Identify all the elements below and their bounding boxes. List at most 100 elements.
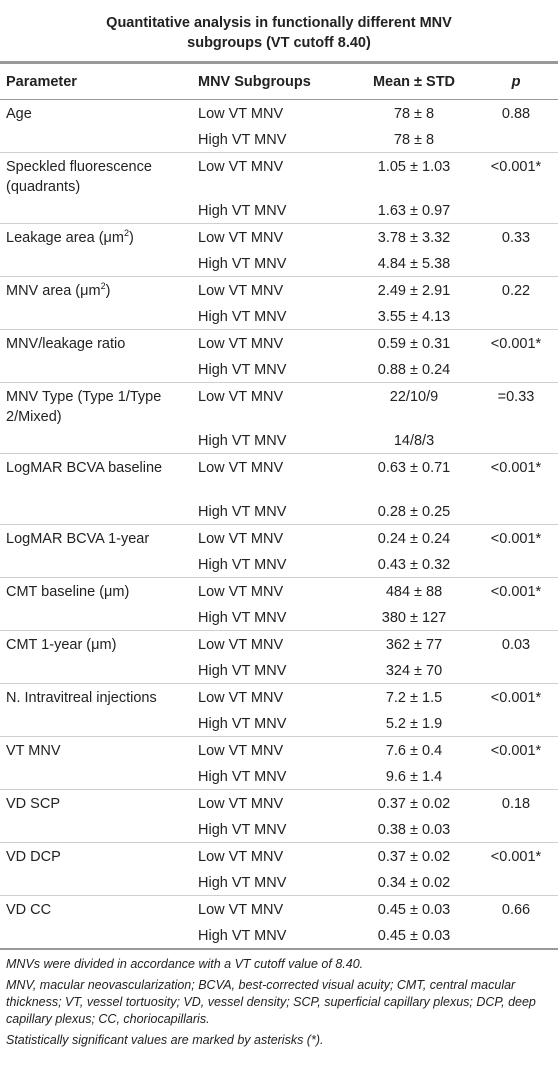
parameter-label: Leakage area (μm [6, 230, 124, 246]
subgroup-low: Low VT MNV [198, 159, 284, 175]
subgroup-high: High VT MNV [196, 427, 354, 454]
table-row: MNV area (μm2) Low VT MNV 2.49 ± 2.91 0.22 [0, 276, 558, 330]
parameter-cell: N. Intravitreal injections [0, 683, 196, 737]
table-row: Age Low VT MNV 78 ± 8 0.88 [0, 99, 558, 153]
subgroup-high: High VT MNV [196, 604, 354, 631]
table-row: VD DCP Low VT MNV 0.37 ± 0.02 <0.001* [0, 842, 558, 896]
parameter-label: Speckled fluorescence (quadrants) [6, 159, 152, 195]
mean-low: 0.24 ± 0.24 [377, 531, 451, 547]
subgroup-low: Low VT MNV [198, 584, 284, 600]
table-row: N. Intravitreal injections Low VT MNV 7.2 … [0, 683, 558, 737]
subgroup-high: High VT MNV [196, 197, 354, 224]
bottom-rule [0, 948, 558, 950]
mean-high: 380 ± 127 [354, 604, 474, 631]
parameter-label-end: ) [129, 230, 134, 246]
parameter-label: Age [6, 106, 32, 122]
parameter-cell: MNV area (μm2) [0, 276, 196, 330]
subgroup-high: High VT MNV [196, 498, 354, 525]
subgroup-low: Low VT MNV [198, 637, 284, 653]
table-row: High VT MNV 5.2 ± 1.9 [0, 710, 558, 737]
table-row: High VT MNV 4.84 ± 5.38 [0, 250, 558, 277]
parameter-label: MNV area (μm [6, 283, 101, 299]
parameter-label: VD CC [6, 902, 52, 918]
table-row: CMT baseline (μm) Low VT MNV 484 ± 88 <0.00… [0, 577, 558, 631]
subgroup-low: Low VT MNV [198, 460, 284, 476]
table-row: High VT MNV 0.45 ± 0.03 [0, 922, 558, 948]
table-row: MNV/leakage ratio Low VT MNV 0.59 ± 0.31 <0… [0, 329, 558, 383]
mean-high: 0.43 ± 0.32 [354, 551, 474, 578]
caption-line-2: subgroups (VT cutoff 8.40) [187, 35, 371, 51]
subgroup-high: High VT MNV [196, 356, 354, 383]
mean-high: 4.84 ± 5.38 [354, 250, 474, 277]
p-value: 0.22 [474, 276, 558, 330]
mean-high: 1.63 ± 0.97 [354, 197, 474, 224]
mean-low: 0.45 ± 0.03 [377, 902, 451, 918]
parameter-superscript: 2 [123, 228, 129, 239]
mean-low: 0.37 ± 0.02 [377, 796, 451, 812]
parameter-label: VD SCP [6, 796, 60, 812]
parameter-label: VT MNV [6, 743, 61, 759]
p-value: <0.001* [474, 683, 558, 737]
parameter-label: LogMAR BCVA baseline [6, 460, 163, 476]
subgroup-low: Low VT MNV [198, 531, 284, 547]
table-row: LogMAR BCVA baseline Low VT MNV 0.63 ± 0.7… [0, 453, 558, 525]
subgroup-low: Low VT MNV [198, 106, 284, 122]
table-row: MNV Type (Type 1/Type 2/Mixed) Low VT MNV… [0, 382, 558, 454]
parameter-cell: CMT 1-year (μm) [0, 630, 196, 684]
parameter-cell: CMT baseline (μm) [0, 577, 196, 631]
mean-high: 14/8/3 [354, 427, 474, 454]
header-parameter: Parameter [0, 64, 196, 100]
subgroup-high: High VT MNV [196, 657, 354, 684]
table-row: High VT MNV 0.43 ± 0.32 [0, 551, 558, 578]
mean-low: 7.2 ± 1.5 [385, 690, 443, 706]
parameter-cell: VD CC [0, 896, 196, 949]
mean-high: 0.88 ± 0.24 [354, 356, 474, 383]
mean-high: 0.45 ± 0.03 [377, 928, 451, 944]
caption-line-1: Quantitative analysis in functionally di… [106, 15, 452, 31]
mean-low: 362 ± 77 [385, 637, 443, 653]
p-value: <0.001* [474, 453, 558, 525]
mean-low: 0.37 ± 0.02 [377, 849, 451, 865]
table-row: High VT MNV 14/8/3 [0, 427, 558, 454]
mean-high: 9.6 ± 1.4 [354, 763, 474, 790]
mean-high: 78 ± 8 [354, 126, 474, 153]
table-row: VD SCP Low VT MNV 0.37 ± 0.02 0.18 [0, 789, 558, 843]
mean-low: 22/10/9 [389, 389, 439, 405]
p-value: 0.33 [474, 223, 558, 277]
mean-high: 0.34 ± 0.02 [354, 869, 474, 896]
subgroup-high: High VT MNV [196, 763, 354, 790]
table-body: Age Low VT MNV 78 ± 8 0.88 High VT MNV 78 ± 8… [0, 99, 558, 949]
table-row: LogMAR BCVA 1-year Low VT MNV 0.24 ± 0.24 <… [0, 524, 558, 578]
table-row: CMT 1-year (μm) Low VT MNV 362 ± 77 0.03 [0, 630, 558, 684]
mean-high: 324 ± 70 [354, 657, 474, 684]
table-row: High VT MNV 1.63 ± 0.97 [0, 197, 558, 224]
parameter-cell: LogMAR BCVA baseline [0, 453, 196, 525]
mean-high: 5.2 ± 1.9 [354, 710, 474, 737]
mean-low: 0.63 ± 0.71 [377, 460, 451, 476]
mean-high: 0.38 ± 0.03 [354, 816, 474, 843]
table-row: Leakage area (μm2) Low VT MNV 3.78 ± 3.32 0… [0, 223, 558, 277]
note-significance: Statistically significant values are mar… [6, 1032, 324, 1047]
table-row: High VT MNV 0.34 ± 0.02 [0, 869, 558, 896]
note-cutoff: MNVs were divided in accordance with a V… [6, 956, 364, 971]
subgroup-low: Low VT MNV [198, 230, 284, 246]
table-row: VT MNV Low VT MNV 7.6 ± 0.4 <0.001* [0, 736, 558, 790]
parameter-label: CMT baseline (μm) [6, 584, 130, 600]
table-row: High VT MNV 9.6 ± 1.4 [0, 763, 558, 790]
subgroup-high: High VT MNV [196, 816, 354, 843]
table-row: High VT MNV 324 ± 70 [0, 657, 558, 684]
parameter-cell: Age [0, 99, 196, 153]
parameter-label: CMT 1-year (μm) [6, 637, 117, 653]
subgroup-high: High VT MNV [196, 551, 354, 578]
table-row: High VT MNV 0.38 ± 0.03 [0, 816, 558, 843]
p-value: 0.66 [501, 902, 531, 918]
subgroup-high: High VT MNV [196, 303, 354, 330]
header-p: p [474, 64, 558, 100]
header-subgroups: MNV Subgroups [196, 64, 354, 100]
parameter-cell: VD DCP [0, 842, 196, 896]
table-notes: MNVs were divided in accordance with a V… [0, 950, 558, 1049]
parameter-label-end: ) [105, 283, 111, 299]
table-row: VD CC Low VT MNV 0.45 ± 0.03 0.66 [0, 896, 558, 923]
subgroup-high: High VT MNV [198, 928, 287, 944]
